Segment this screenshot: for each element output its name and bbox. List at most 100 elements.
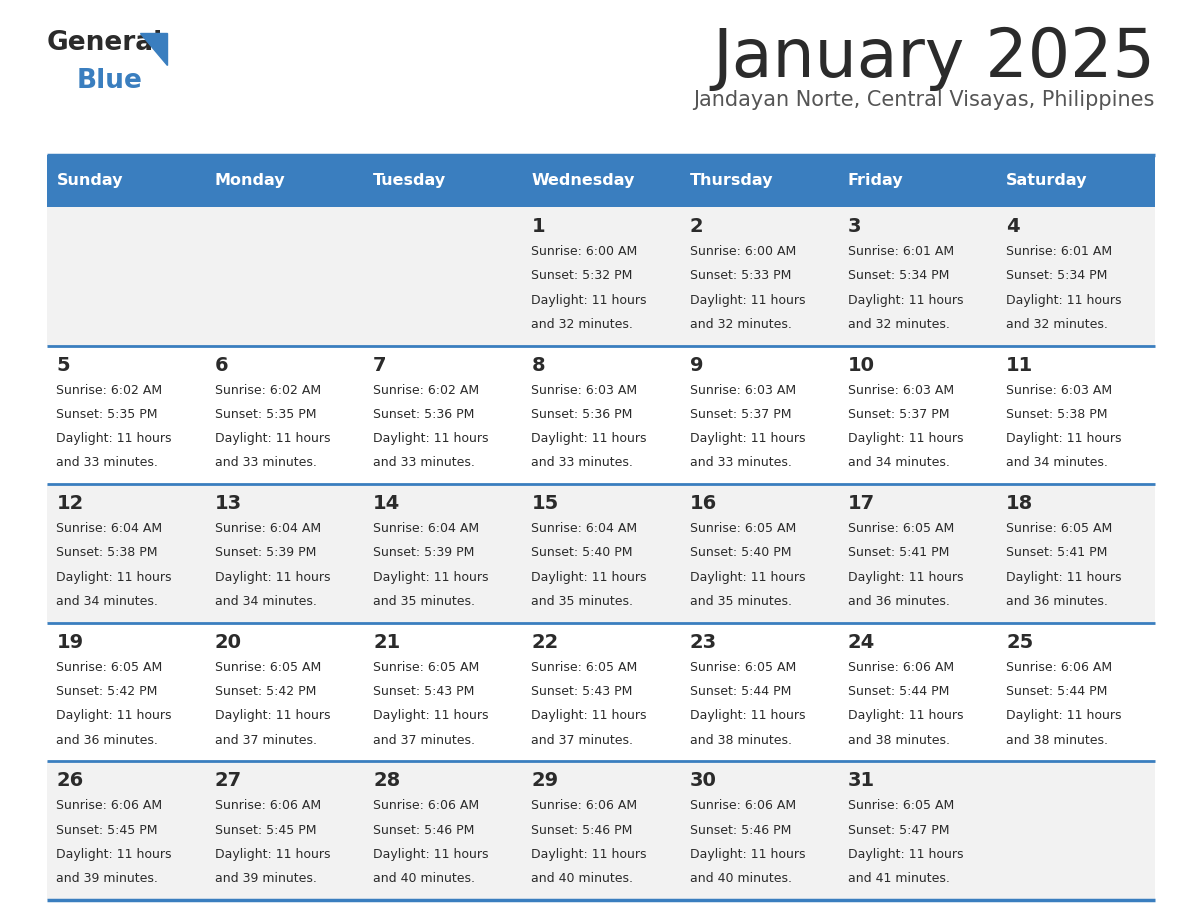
Bar [206,761,364,900]
Text: Sunrise: 6:06 AM: Sunrise: 6:06 AM [848,661,954,674]
Text: Sunset: 5:37 PM: Sunset: 5:37 PM [848,408,949,420]
Text: 27: 27 [215,771,242,790]
Text: Daylight: 11 hours: Daylight: 11 hours [57,710,172,722]
Text: Sunday: Sunday [57,174,124,188]
Text: 25: 25 [1006,633,1034,652]
Text: Daylight: 11 hours: Daylight: 11 hours [848,294,963,307]
Text: Sunrise: 6:05 AM: Sunrise: 6:05 AM [848,522,954,535]
Text: and 35 minutes.: and 35 minutes. [373,595,475,608]
Text: Sunset: 5:39 PM: Sunset: 5:39 PM [373,546,474,559]
Text: 7: 7 [373,355,386,375]
Text: Daylight: 11 hours: Daylight: 11 hours [215,848,330,861]
Bar [48,155,206,207]
Text: Tuesday: Tuesday [373,174,447,188]
Text: Saturday: Saturday [1006,174,1088,188]
Text: 1: 1 [531,217,545,236]
Text: and 35 minutes.: and 35 minutes. [531,595,633,608]
Text: and 32 minutes.: and 32 minutes. [531,318,633,330]
Text: Sunrise: 6:02 AM: Sunrise: 6:02 AM [373,384,479,397]
Text: Sunrise: 6:05 AM: Sunrise: 6:05 AM [690,661,796,674]
Text: Sunset: 5:33 PM: Sunset: 5:33 PM [690,269,791,282]
Text: Daylight: 11 hours: Daylight: 11 hours [57,848,172,861]
Text: 23: 23 [690,633,716,652]
Bar [206,345,364,484]
Bar [522,345,681,484]
Text: Sunrise: 6:04 AM: Sunrise: 6:04 AM [373,522,479,535]
Text: Sunrise: 6:03 AM: Sunrise: 6:03 AM [1006,384,1112,397]
Text: Sunrise: 6:06 AM: Sunrise: 6:06 AM [531,800,638,812]
Text: and 33 minutes.: and 33 minutes. [373,456,475,469]
Text: Daylight: 11 hours: Daylight: 11 hours [1006,294,1121,307]
Text: 31: 31 [848,771,876,790]
Text: 19: 19 [57,633,83,652]
Text: Monday: Monday [215,174,285,188]
Text: Sunrise: 6:02 AM: Sunrise: 6:02 AM [57,384,163,397]
Text: Daylight: 11 hours: Daylight: 11 hours [690,571,805,584]
Text: Sunset: 5:41 PM: Sunset: 5:41 PM [1006,546,1107,559]
Text: Sunset: 5:32 PM: Sunset: 5:32 PM [531,269,633,282]
Text: Thursday: Thursday [690,174,773,188]
Text: 14: 14 [373,494,400,513]
Text: Daylight: 11 hours: Daylight: 11 hours [373,848,488,861]
Bar [681,155,839,207]
Bar [364,484,522,622]
Text: Sunrise: 6:03 AM: Sunrise: 6:03 AM [531,384,638,397]
Text: and 34 minutes.: and 34 minutes. [215,595,317,608]
Text: Daylight: 11 hours: Daylight: 11 hours [531,848,646,861]
Text: and 40 minutes.: and 40 minutes. [373,872,475,885]
Text: Sunrise: 6:03 AM: Sunrise: 6:03 AM [690,384,796,397]
Text: Sunrise: 6:05 AM: Sunrise: 6:05 AM [531,661,638,674]
Text: Daylight: 11 hours: Daylight: 11 hours [531,294,646,307]
Bar [839,622,997,761]
Text: Sunrise: 6:02 AM: Sunrise: 6:02 AM [215,384,321,397]
Bar [681,761,839,900]
Text: and 38 minutes.: and 38 minutes. [1006,733,1108,746]
Text: Daylight: 11 hours: Daylight: 11 hours [57,432,172,445]
Text: Sunset: 5:35 PM: Sunset: 5:35 PM [215,408,316,420]
Text: Daylight: 11 hours: Daylight: 11 hours [373,571,488,584]
Text: Sunset: 5:38 PM: Sunset: 5:38 PM [57,546,158,559]
Text: and 38 minutes.: and 38 minutes. [848,733,950,746]
Text: Sunset: 5:40 PM: Sunset: 5:40 PM [690,546,791,559]
Text: Daylight: 11 hours: Daylight: 11 hours [1006,432,1121,445]
Text: 15: 15 [531,494,558,513]
Text: 2: 2 [690,217,703,236]
Bar [48,484,206,622]
Bar [997,155,1155,207]
Text: Sunrise: 6:06 AM: Sunrise: 6:06 AM [215,800,321,812]
Text: 9: 9 [690,355,703,375]
Bar [997,345,1155,484]
Text: and 37 minutes.: and 37 minutes. [215,733,317,746]
Bar [206,155,364,207]
Text: Daylight: 11 hours: Daylight: 11 hours [373,432,488,445]
Text: Sunset: 5:43 PM: Sunset: 5:43 PM [531,685,633,698]
Text: Sunset: 5:43 PM: Sunset: 5:43 PM [373,685,474,698]
Bar [681,484,839,622]
Bar [206,622,364,761]
Text: Daylight: 11 hours: Daylight: 11 hours [690,294,805,307]
Text: Sunrise: 6:05 AM: Sunrise: 6:05 AM [848,800,954,812]
Bar [839,761,997,900]
Text: 6: 6 [215,355,228,375]
Text: Daylight: 11 hours: Daylight: 11 hours [215,432,330,445]
Bar [364,345,522,484]
Text: Sunrise: 6:05 AM: Sunrise: 6:05 AM [373,661,479,674]
Text: Sunset: 5:44 PM: Sunset: 5:44 PM [1006,685,1107,698]
Text: Sunset: 5:47 PM: Sunset: 5:47 PM [848,823,949,836]
Text: 10: 10 [848,355,874,375]
Text: Daylight: 11 hours: Daylight: 11 hours [1006,571,1121,584]
Text: Sunset: 5:38 PM: Sunset: 5:38 PM [1006,408,1107,420]
Bar [997,622,1155,761]
Bar [364,761,522,900]
Text: Sunset: 5:36 PM: Sunset: 5:36 PM [373,408,474,420]
Text: Daylight: 11 hours: Daylight: 11 hours [690,710,805,722]
Text: and 34 minutes.: and 34 minutes. [57,595,158,608]
Text: Daylight: 11 hours: Daylight: 11 hours [531,432,646,445]
Text: 18: 18 [1006,494,1034,513]
Text: 30: 30 [690,771,716,790]
Text: Sunset: 5:45 PM: Sunset: 5:45 PM [57,823,158,836]
Text: Sunset: 5:46 PM: Sunset: 5:46 PM [373,823,474,836]
Text: Sunset: 5:46 PM: Sunset: 5:46 PM [531,823,633,836]
Text: and 39 minutes.: and 39 minutes. [215,872,317,885]
Text: Daylight: 11 hours: Daylight: 11 hours [215,710,330,722]
